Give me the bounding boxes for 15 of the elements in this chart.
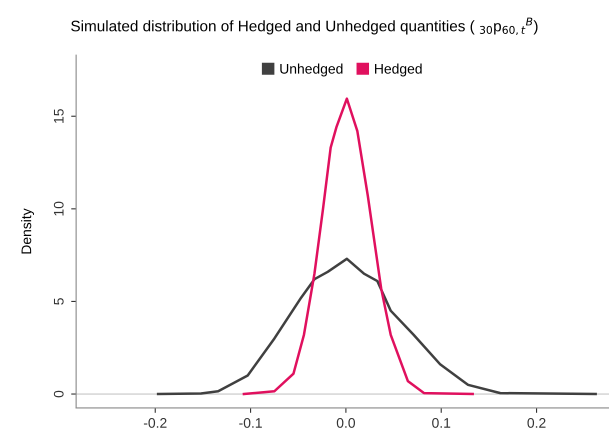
chart-title: Simulated distribution of Hedged and Unhedged quantities ( $_{30}$p$_{60,t}$$^{B}$) bbox=[71, 18, 538, 36]
line-series bbox=[156, 258, 597, 396]
y-tick-label: 0 bbox=[54, 390, 64, 398]
x-tick-label: 0.0 bbox=[336, 418, 356, 428]
y-tick-label: 5 bbox=[54, 298, 64, 305]
x-tick-label: -0.1 bbox=[239, 418, 262, 428]
x-tick-label: 0.2 bbox=[527, 418, 546, 428]
line-series bbox=[242, 97, 474, 396]
y-tick-label: 15 bbox=[54, 109, 64, 123]
legend-label: Unhedged bbox=[280, 64, 342, 76]
x-tick-label: -0.2 bbox=[144, 418, 167, 428]
x-tick-label: 0.1 bbox=[432, 418, 450, 428]
legend-label: Hedged bbox=[375, 64, 422, 76]
y-tick-label: 10 bbox=[54, 202, 64, 216]
y-axis-title: Density bbox=[21, 208, 34, 254]
